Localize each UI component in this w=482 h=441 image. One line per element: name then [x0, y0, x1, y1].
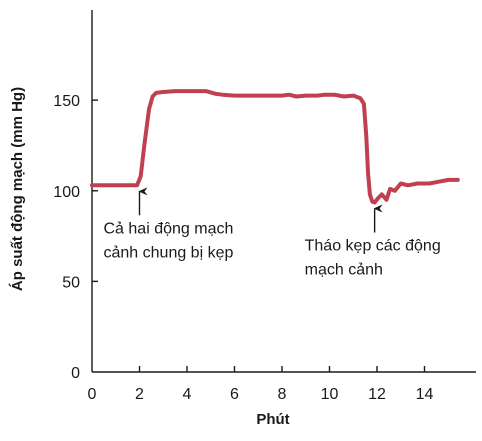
axes: 0 50 100 150 0 2 4 6 8 10 12 14 — [53, 10, 476, 403]
series-layer — [90, 89, 460, 205]
pressure-line — [90, 89, 460, 205]
annotation-label: Cả hai động mạch — [104, 220, 234, 237]
annotation-label: mạch cảnh — [305, 262, 383, 279]
y-axis-title: Áp suất động mạch (mm Hg) — [9, 87, 26, 291]
y-tick-label: 150 — [53, 93, 80, 110]
annotation-label: cảnh chung bị kẹp — [104, 244, 234, 261]
x-tick-label: 6 — [230, 386, 239, 403]
x-tick-label: 2 — [135, 386, 144, 403]
annotations: Cả hai động mạch cảnh chung bị kẹp Tháo kẹ… — [104, 187, 441, 279]
x-axis-title: Phút — [256, 411, 289, 428]
y-tick-label: 0 — [71, 365, 80, 382]
x-tick-label: 0 — [88, 386, 97, 403]
x-tick-label: 14 — [416, 386, 434, 403]
annotation-label: Tháo kẹp các động — [305, 238, 441, 255]
x-tick-label: 4 — [183, 386, 192, 403]
x-tick-label: 8 — [278, 386, 287, 403]
y-tick-label: 100 — [53, 184, 80, 201]
x-tick-label: 12 — [368, 386, 386, 403]
x-tick-label: 10 — [321, 386, 339, 403]
y-tick-label: 50 — [62, 274, 80, 291]
